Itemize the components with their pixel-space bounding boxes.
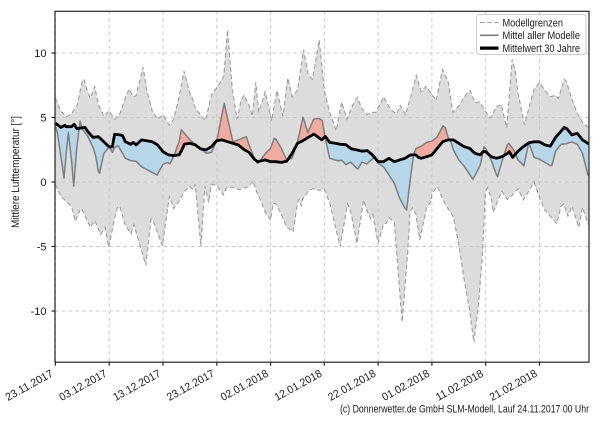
svg-text:Mittel aller Modelle: Mittel aller Modelle [503, 30, 581, 42]
svg-text:Mittlere Lufttemperatur [°]: Mittlere Lufttemperatur [°] [10, 116, 22, 228]
svg-text:(c) Donnerwetter.de GmbH SLM-M: (c) Donnerwetter.de GmbH SLM-Modell, Lau… [340, 404, 589, 416]
svg-text:10: 10 [34, 48, 46, 60]
svg-text:0: 0 [40, 177, 46, 189]
svg-text:-5: -5 [37, 241, 47, 253]
svg-text:-10: -10 [31, 306, 47, 318]
svg-text:Mittelwert 30 Jahre: Mittelwert 30 Jahre [503, 43, 581, 55]
svg-text:5: 5 [40, 112, 46, 124]
svg-text:Modellgrenzen: Modellgrenzen [503, 17, 564, 29]
